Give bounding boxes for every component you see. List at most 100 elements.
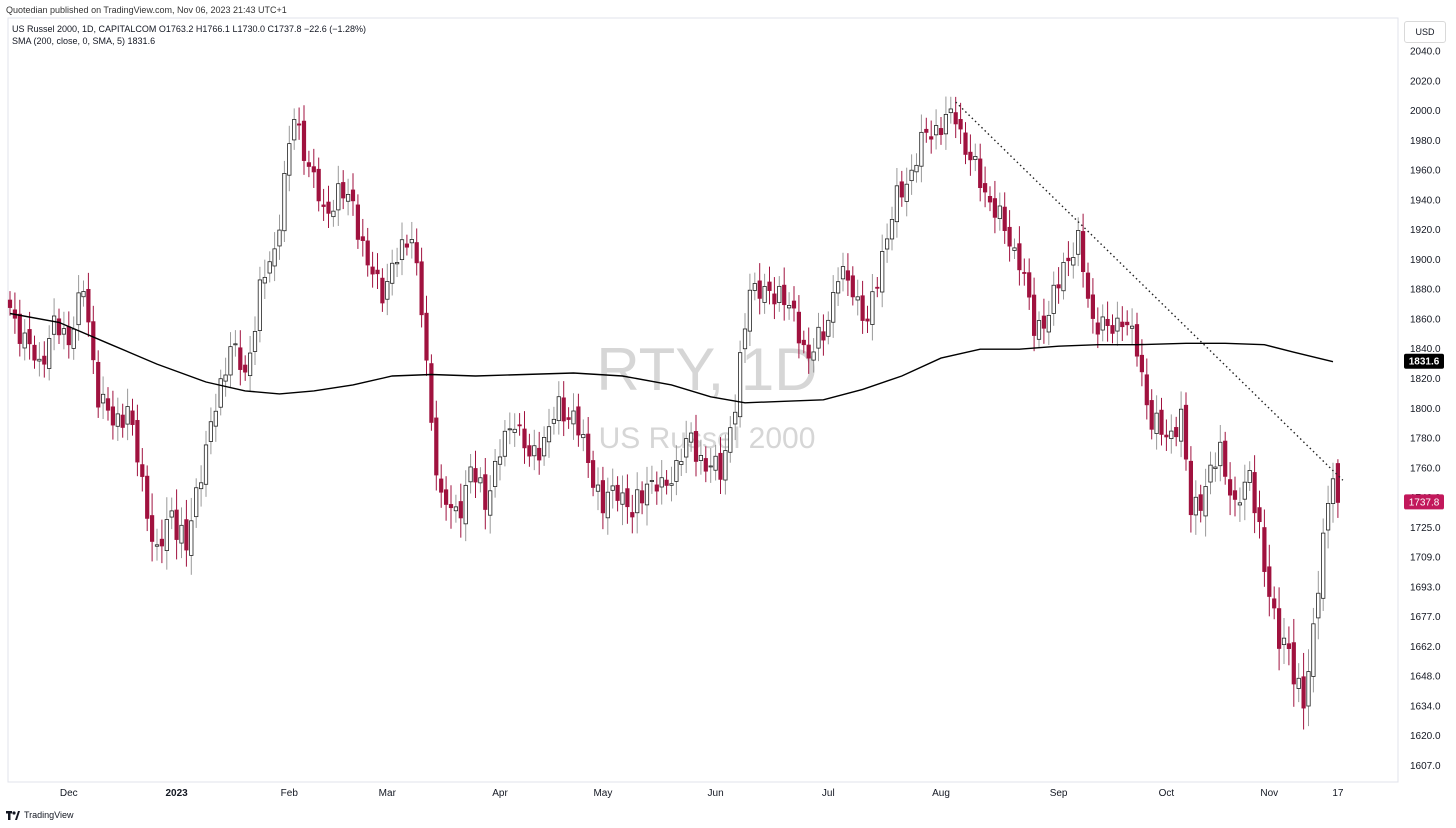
candle[interactable] <box>703 446 708 483</box>
candle[interactable] <box>1071 242 1076 279</box>
candle[interactable] <box>571 393 576 440</box>
candle[interactable] <box>836 267 841 306</box>
candle[interactable] <box>12 292 17 334</box>
candle[interactable] <box>605 477 610 535</box>
symbol-ohlc-legend[interactable]: US Russel 2000, 1D, CAPITALCOM O1763.2 H… <box>12 24 367 34</box>
candle[interactable] <box>875 277 880 298</box>
candle[interactable] <box>439 464 444 508</box>
candle[interactable] <box>733 394 738 441</box>
candle[interactable] <box>723 434 728 495</box>
candle[interactable] <box>816 312 821 362</box>
candle[interactable] <box>262 259 267 299</box>
candle[interactable] <box>978 143 983 202</box>
candle[interactable] <box>1306 649 1311 727</box>
candle[interactable] <box>649 465 655 494</box>
candle[interactable] <box>394 247 400 278</box>
candle[interactable] <box>360 218 365 257</box>
candle[interactable] <box>1027 258 1032 310</box>
candle[interactable] <box>218 369 223 416</box>
candle[interactable] <box>350 173 356 216</box>
candle[interactable] <box>272 232 277 282</box>
candle[interactable] <box>1286 626 1291 666</box>
candle[interactable] <box>674 445 679 496</box>
candle[interactable] <box>684 420 689 474</box>
candle[interactable] <box>1335 459 1340 518</box>
candle[interactable] <box>488 475 493 534</box>
candle[interactable] <box>1169 414 1174 454</box>
sma-legend[interactable]: SMA (200, close, 0, SMA, 5) 1831.6 <box>12 36 156 46</box>
candle[interactable] <box>581 419 586 452</box>
candle[interactable] <box>164 497 169 570</box>
candle[interactable] <box>409 221 414 259</box>
candle[interactable] <box>22 319 27 361</box>
candle[interactable] <box>963 122 968 165</box>
candle[interactable] <box>492 449 498 498</box>
candle[interactable] <box>777 276 782 312</box>
candle[interactable] <box>1277 587 1282 671</box>
candle[interactable] <box>889 206 895 251</box>
candle[interactable] <box>821 314 826 356</box>
candle[interactable] <box>341 170 346 210</box>
candle[interactable] <box>321 188 326 221</box>
candle[interactable] <box>115 397 120 441</box>
candle[interactable] <box>66 311 71 359</box>
candle[interactable] <box>96 350 101 418</box>
candle[interactable] <box>772 277 777 320</box>
candle[interactable] <box>1193 480 1198 535</box>
candle[interactable] <box>791 286 797 322</box>
candle[interactable] <box>1066 241 1071 277</box>
candle[interactable] <box>767 266 772 305</box>
candle[interactable] <box>149 493 155 562</box>
candle[interactable] <box>1002 192 1007 244</box>
candle[interactable] <box>390 249 395 296</box>
candle[interactable] <box>1228 462 1233 516</box>
candle[interactable] <box>551 406 557 435</box>
candle[interactable] <box>316 157 321 212</box>
candle[interactable] <box>1296 663 1301 703</box>
candle[interactable] <box>1252 455 1257 534</box>
candle[interactable] <box>1242 464 1247 521</box>
candle[interactable] <box>203 430 209 497</box>
candle[interactable] <box>831 275 836 338</box>
candle[interactable] <box>669 466 674 502</box>
candle[interactable] <box>1115 301 1120 346</box>
candle[interactable] <box>292 108 297 150</box>
candle[interactable] <box>659 460 664 505</box>
candle[interactable] <box>1090 278 1095 334</box>
candle[interactable] <box>1036 311 1042 348</box>
candle[interactable] <box>644 466 650 526</box>
candle[interactable] <box>698 439 704 475</box>
candle[interactable] <box>468 453 473 494</box>
candle[interactable] <box>355 194 361 249</box>
candle[interactable] <box>130 398 135 436</box>
candle[interactable] <box>537 431 542 475</box>
candle[interactable] <box>331 199 336 227</box>
candle[interactable] <box>1056 267 1061 304</box>
candle[interactable] <box>556 381 561 435</box>
candle[interactable] <box>924 117 929 143</box>
candle[interactable] <box>443 476 449 521</box>
candle[interactable] <box>1281 617 1287 664</box>
candle[interactable] <box>375 253 380 290</box>
candle[interactable] <box>228 332 233 389</box>
candle[interactable] <box>914 153 919 183</box>
candle[interactable] <box>179 507 184 559</box>
candle[interactable] <box>1032 277 1037 352</box>
candle[interactable] <box>473 450 478 498</box>
candle[interactable] <box>1321 518 1326 611</box>
candle[interactable] <box>326 185 331 229</box>
candle[interactable] <box>463 470 468 542</box>
candle[interactable] <box>17 299 22 357</box>
candle[interactable] <box>184 499 189 567</box>
candle[interactable] <box>1159 397 1164 446</box>
candle[interactable] <box>542 426 547 466</box>
candle[interactable] <box>1076 217 1081 267</box>
candle[interactable] <box>630 494 635 534</box>
candle[interactable] <box>899 170 904 207</box>
candle[interactable] <box>1208 451 1213 495</box>
candle[interactable] <box>860 280 865 334</box>
candle[interactable] <box>1237 487 1242 522</box>
candle[interactable] <box>620 475 625 526</box>
candle[interactable] <box>287 125 292 192</box>
candle[interactable] <box>787 292 792 320</box>
